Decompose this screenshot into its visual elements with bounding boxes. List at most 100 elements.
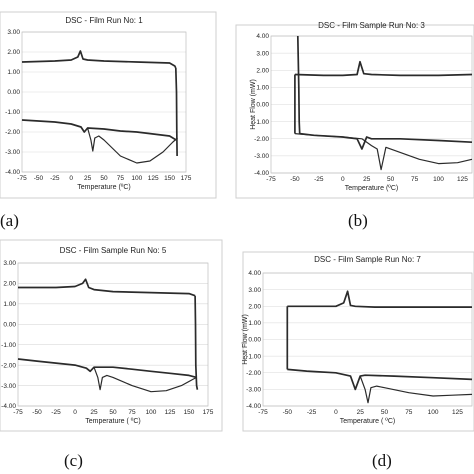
- y-tick-label: -4.00: [1, 403, 16, 410]
- y-tick-label: 3.00: [3, 260, 16, 267]
- y-tick-label: 1.00: [256, 85, 269, 92]
- x-tick-label: 125: [165, 409, 176, 416]
- chart-title: DSC - Film Sample Run No: 5: [60, 246, 167, 255]
- x-axis-label: Temperature ( ºC): [85, 418, 140, 425]
- series-line: [287, 290, 472, 308]
- y-tick-label: -3.00: [1, 383, 16, 390]
- x-tick-label: 75: [411, 176, 419, 183]
- x-tick-label: -25: [50, 175, 60, 182]
- y-tick-label: 0.00: [7, 89, 20, 96]
- series-line: [93, 366, 197, 393]
- series-line: [174, 67, 178, 157]
- y-tick-label: 0.00: [248, 337, 261, 344]
- x-tick-label: 100: [131, 175, 142, 182]
- x-tick-label: 50: [381, 409, 389, 416]
- y-tick-label: -2.00: [246, 370, 261, 377]
- series-line: [287, 368, 473, 391]
- x-tick-label: -50: [290, 176, 300, 183]
- plot-area: [21, 31, 187, 173]
- chart-title: DSC - Film Sample Run No: 7: [314, 255, 421, 264]
- x-tick-label: -25: [307, 409, 317, 416]
- x-tick-label: 50: [109, 409, 117, 416]
- y-axis-label: Heat Flow (mW): [242, 314, 249, 365]
- y-tick-label: -2.00: [5, 129, 20, 136]
- chart-title: DSC - Film Sample Run No: 3: [318, 21, 425, 30]
- y-tick-label: -1.00: [246, 353, 261, 360]
- y-tick-label: -1.00: [254, 119, 269, 126]
- x-tick-label: -50: [32, 409, 42, 416]
- x-tick-label: 100: [146, 409, 157, 416]
- series-line: [294, 133, 473, 171]
- x-tick-label: 150: [184, 409, 195, 416]
- x-tick-label: 75: [128, 409, 136, 416]
- chart-frame: [0, 11, 217, 199]
- panel-caption: (c): [64, 451, 83, 470]
- chart-frame: [242, 251, 474, 432]
- panel-caption: (a): [0, 211, 19, 230]
- y-tick-label: -1.00: [5, 109, 20, 116]
- x-tick-label: 125: [452, 409, 463, 416]
- x-tick-label: 75: [405, 409, 413, 416]
- y-tick-label: 3.00: [256, 50, 269, 57]
- chart-frame: [235, 24, 474, 199]
- series-line: [194, 295, 199, 390]
- plot-area: [270, 35, 473, 174]
- y-tick-label: 0.00: [3, 321, 16, 328]
- y-tick-label: -4.00: [5, 169, 20, 176]
- y-tick-label: -4.00: [254, 170, 269, 177]
- y-tick-label: -3.00: [254, 153, 269, 160]
- y-tick-label: -3.00: [5, 149, 20, 156]
- series-line: [294, 60, 473, 77]
- x-tick-label: 0: [341, 176, 345, 183]
- y-tick-label: -1.00: [1, 342, 16, 349]
- series-line: [17, 358, 197, 379]
- y-tick-label: 2.00: [7, 49, 20, 56]
- x-tick-label: 175: [181, 175, 192, 182]
- series-line: [87, 127, 178, 164]
- series-line: [359, 375, 473, 404]
- y-tick-label: -3.00: [246, 387, 261, 394]
- plot-area: [262, 272, 473, 407]
- panel-caption: (d): [372, 451, 392, 470]
- chart-frame: [0, 239, 223, 432]
- x-tick-label: 25: [363, 176, 371, 183]
- x-tick-label: -75: [13, 409, 23, 416]
- y-tick-label: 2.00: [3, 281, 16, 288]
- series-line: [21, 50, 177, 69]
- y-tick-label: -2.00: [1, 362, 16, 369]
- x-tick-label: -25: [51, 409, 61, 416]
- y-tick-label: -4.00: [246, 403, 261, 410]
- x-tick-label: 0: [73, 409, 77, 416]
- y-tick-label: 4.00: [248, 270, 261, 277]
- x-tick-label: 25: [84, 175, 92, 182]
- plot-area: [17, 262, 209, 407]
- x-tick-label: 150: [164, 175, 175, 182]
- y-tick-label: -2.00: [254, 136, 269, 143]
- x-tick-label: 0: [334, 409, 338, 416]
- y-tick-label: 4.00: [256, 33, 269, 40]
- y-tick-label: 1.00: [7, 69, 20, 76]
- x-tick-label: -75: [266, 176, 276, 183]
- series-line: [296, 35, 301, 134]
- y-tick-label: 1.00: [248, 320, 261, 327]
- chart-title: DSC - Film Run No: 1: [65, 16, 143, 25]
- x-tick-label: 0: [69, 175, 73, 182]
- x-tick-label: -50: [283, 409, 293, 416]
- y-tick-label: 0.00: [256, 102, 269, 109]
- x-axis-label: Temperature ( ºC): [340, 418, 395, 425]
- x-tick-label: -75: [17, 175, 27, 182]
- x-tick-label: 25: [357, 409, 365, 416]
- x-tick-label: 100: [433, 176, 444, 183]
- panel-caption: (b): [348, 211, 368, 230]
- y-tick-label: 3.00: [7, 29, 20, 36]
- series-line: [18, 278, 196, 297]
- y-tick-label: 2.00: [256, 67, 269, 74]
- y-axis-label: Heat Flow (mW): [250, 79, 257, 130]
- x-tick-label: 125: [457, 176, 468, 183]
- x-tick-label: 50: [387, 176, 395, 183]
- y-tick-label: 2.00: [248, 303, 261, 310]
- x-tick-label: 125: [148, 175, 159, 182]
- x-tick-label: -75: [258, 409, 268, 416]
- x-tick-label: -50: [34, 175, 44, 182]
